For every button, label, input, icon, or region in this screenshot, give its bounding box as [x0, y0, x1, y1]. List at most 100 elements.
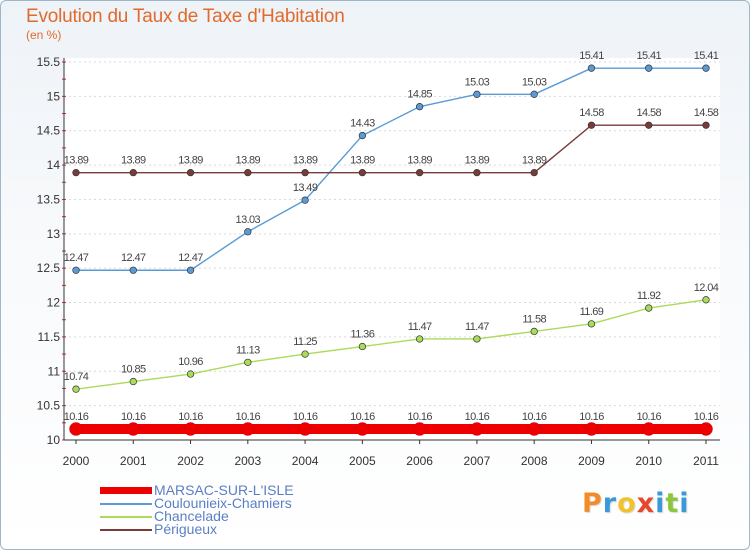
- data-point: [358, 169, 367, 177]
- data-label: 13.89: [236, 155, 261, 167]
- x-tick-label: 2001: [120, 454, 147, 468]
- data-point: [72, 169, 80, 177]
- chart-title: Evolution du Taux de Taxe d'Habitation: [26, 6, 345, 27]
- data-point: [298, 422, 312, 436]
- data-label: 13.89: [121, 155, 146, 167]
- data-point: [645, 304, 653, 312]
- data-point: [69, 422, 83, 436]
- legend-label: Périgueux: [154, 521, 218, 537]
- data-label: 14.58: [694, 107, 719, 119]
- data-point: [587, 121, 596, 129]
- data-label: 11.25: [293, 336, 317, 348]
- legend-label: MARSAC-SUR-L'ISLE: [154, 482, 294, 498]
- data-point: [702, 64, 710, 72]
- series-line: [76, 124, 706, 174]
- data-point: [473, 90, 481, 98]
- data-point: [702, 296, 710, 304]
- proxiti-logo: Proxiti: [582, 488, 690, 519]
- data-label: 14.85: [407, 89, 432, 101]
- data-label: 10.16: [579, 411, 604, 423]
- data-point: [301, 350, 309, 358]
- data-point: [129, 266, 137, 274]
- data-label: 10.16: [636, 411, 661, 423]
- data-label: 10.74: [64, 371, 89, 383]
- data-label: 15.41: [579, 50, 604, 62]
- x-tick-label: 2008: [521, 454, 548, 468]
- data-label: 15.03: [465, 76, 490, 88]
- logo-letter: r: [602, 488, 618, 519]
- x-tick-label: 2009: [578, 454, 605, 468]
- x-tick-label: 2003: [234, 454, 261, 468]
- data-point: [72, 385, 80, 393]
- y-tick-label: 10: [47, 433, 61, 447]
- data-point: [358, 131, 367, 140]
- data-point: [183, 422, 198, 436]
- y-tick-label: 11: [48, 364, 61, 378]
- data-point: [126, 422, 141, 436]
- data-label: 13.89: [350, 155, 375, 167]
- data-point: [530, 327, 538, 336]
- data-label: 15.41: [694, 50, 719, 62]
- data-label: 10.16: [694, 411, 719, 423]
- logo-letter: t: [665, 488, 680, 519]
- data-label: 10.16: [236, 411, 261, 423]
- data-label: 12.47: [178, 252, 203, 264]
- x-tick-label: 2004: [292, 454, 319, 468]
- data-label: 10.16: [350, 411, 375, 423]
- legend-label: Chancelade: [154, 508, 229, 524]
- data-point: [699, 422, 713, 436]
- data-point: [530, 90, 538, 98]
- data-label: 10.16: [407, 411, 432, 423]
- data-point: [129, 377, 137, 386]
- logo-letter: i: [655, 488, 666, 519]
- data-point: [358, 342, 367, 351]
- data-point: [412, 422, 427, 436]
- data-point: [415, 169, 424, 177]
- y-tick-label: 11.5: [38, 330, 61, 344]
- y-tick-label: 14.5: [37, 124, 61, 138]
- data-label: 11.92: [637, 290, 661, 302]
- data-label: 13.89: [407, 155, 432, 167]
- data-point: [527, 422, 541, 436]
- series-line: [75, 299, 707, 390]
- data-point: [584, 422, 599, 436]
- data-label: 10.16: [178, 411, 203, 423]
- legend-swatch: [100, 503, 152, 505]
- data-label: 10.16: [293, 411, 318, 423]
- y-tick-label: 13: [47, 227, 61, 241]
- data-label: 12.47: [64, 252, 89, 264]
- data-label: 14.58: [579, 107, 604, 119]
- data-point: [415, 335, 424, 343]
- legend-swatch: [100, 516, 152, 518]
- x-tick-label: 2000: [63, 454, 90, 468]
- data-point: [244, 169, 252, 177]
- logo-letter: o: [617, 488, 637, 519]
- data-point: [244, 358, 252, 366]
- data-label: 13.89: [178, 155, 203, 167]
- series-line: [76, 67, 706, 271]
- logo-letter: i: [679, 488, 690, 519]
- data-label: 13.89: [64, 155, 89, 167]
- plot-area: [64, 58, 720, 440]
- data-point: [301, 169, 309, 177]
- legend-swatch: [100, 529, 152, 531]
- data-label: 11.47: [465, 321, 489, 333]
- data-point: [645, 121, 653, 129]
- y-tick-label: 10.5: [37, 399, 61, 413]
- data-point: [244, 228, 252, 236]
- logo-letter: P: [582, 488, 603, 519]
- data-point: [473, 335, 481, 343]
- y-tick-label: 15: [47, 89, 61, 103]
- data-point: [186, 370, 195, 378]
- data-label: 13.89: [293, 155, 318, 167]
- y-tick-label: 12.5: [37, 261, 61, 275]
- legend-swatch: [100, 487, 152, 494]
- data-label: 13.03: [236, 214, 261, 226]
- data-label: 13.49: [293, 182, 318, 194]
- data-point: [186, 169, 195, 177]
- data-label: 12.47: [121, 252, 146, 264]
- data-label: 11.36: [351, 329, 375, 341]
- data-point: [587, 64, 596, 72]
- x-tick-label: 2011: [693, 454, 719, 468]
